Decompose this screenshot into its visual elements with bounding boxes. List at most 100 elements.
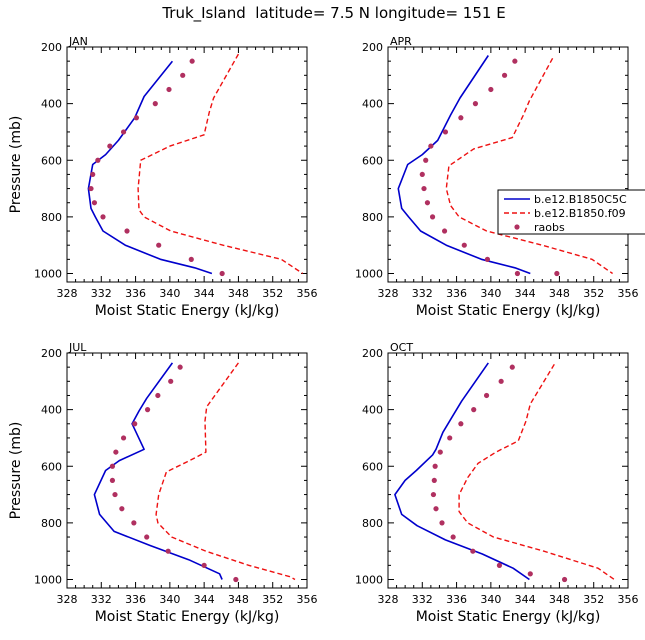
legend-label-raobs: raobs bbox=[534, 221, 565, 234]
jul-b-e12-b1850c5c-line bbox=[93, 362, 223, 580]
oct-raobs-point bbox=[430, 491, 437, 498]
jul-y-tick-label: 400 bbox=[41, 404, 62, 417]
apr-raobs-point bbox=[488, 86, 494, 93]
jul-raobs-point bbox=[165, 548, 171, 554]
oct-raobs-point bbox=[433, 506, 439, 512]
jul-y-tick-label: 800 bbox=[41, 517, 62, 530]
oct-raobs-point bbox=[447, 435, 453, 441]
jul-y-tick-label: 200 bbox=[41, 347, 62, 360]
oct-x-tick-label: 328 bbox=[378, 593, 399, 606]
jul-raobs-point bbox=[112, 491, 118, 498]
jul-x-tick-label: 352 bbox=[262, 593, 283, 606]
jul-raobs-point bbox=[119, 506, 125, 512]
legend: b.e12.B1850C5C b.e12.B1850.f09 raobs bbox=[497, 189, 645, 235]
jan-x-tick-label: 352 bbox=[262, 287, 283, 300]
jan-b-e12-b1850-f09-line bbox=[137, 53, 304, 275]
jul-raobs-point bbox=[144, 407, 151, 413]
jan-raobs-point bbox=[107, 143, 113, 149]
apr-x-tick-label: 348 bbox=[549, 287, 570, 300]
apr-plot-frame bbox=[387, 46, 629, 283]
oct-raobs-point bbox=[561, 576, 568, 583]
jan-x-tick-label: 348 bbox=[228, 287, 249, 300]
apr-x-tick-label: 356 bbox=[618, 287, 639, 300]
jul-y-axis-label: Pressure (mb) bbox=[8, 422, 24, 520]
jul-panel-label: JUL bbox=[68, 341, 87, 354]
apr-b-e12-b1850c5c-line bbox=[397, 55, 531, 275]
jan-x-tick-label: 336 bbox=[125, 287, 146, 300]
apr-raobs-point bbox=[461, 242, 467, 248]
jul-raobs-point bbox=[177, 364, 183, 370]
jul-x-tick-label: 332 bbox=[91, 593, 112, 606]
apr-x-tick-label: 344 bbox=[515, 287, 536, 300]
jul-x-tick-label: 336 bbox=[125, 593, 146, 606]
apr-raobs-point bbox=[512, 58, 518, 64]
jul-raobs-point bbox=[109, 477, 116, 484]
legend-box bbox=[497, 189, 645, 235]
jan-x-tick-label: 340 bbox=[159, 287, 180, 300]
apr-raobs-point bbox=[458, 115, 464, 121]
oct-x-tick-label: 332 bbox=[412, 593, 433, 606]
jul-y-tick-label: 600 bbox=[41, 460, 62, 473]
apr-raobs-point bbox=[424, 200, 431, 206]
jan-raobs-point bbox=[180, 72, 186, 78]
jan-x-tick-label: 344 bbox=[194, 287, 215, 300]
jan-raobs-point bbox=[219, 270, 225, 277]
jan-raobs-point bbox=[152, 101, 158, 107]
apr-raobs-point bbox=[419, 171, 425, 178]
oct-x-axis-label: Moist Static Energy (kJ/kg) bbox=[416, 609, 601, 625]
apr-raobs-point bbox=[421, 185, 427, 192]
jan-raobs-point bbox=[120, 129, 127, 135]
jan-x-axis-label: Moist Static Energy (kJ/kg) bbox=[95, 303, 280, 319]
apr-raobs-point bbox=[428, 143, 434, 149]
jan-y-tick-label: 200 bbox=[41, 41, 62, 54]
apr-x-tick-label: 336 bbox=[446, 287, 467, 300]
apr-raobs-point bbox=[442, 129, 449, 135]
jan-raobs-point bbox=[100, 214, 106, 220]
jul-raobs-point bbox=[233, 576, 239, 583]
oct-x-tick-label: 356 bbox=[618, 593, 639, 606]
oct-panel-label: OCT bbox=[390, 341, 413, 354]
oct-x-tick-label: 336 bbox=[446, 593, 467, 606]
oct-raobs-point bbox=[470, 548, 476, 554]
oct-raobs-point bbox=[498, 378, 504, 384]
oct-raobs-point bbox=[527, 571, 533, 577]
jul-raobs-point bbox=[155, 392, 161, 399]
apr-raobs-point bbox=[484, 256, 491, 262]
apr-y-tick-label: 200 bbox=[362, 41, 383, 54]
jul-raobs-point bbox=[201, 562, 207, 568]
jan-panel-label: JAN bbox=[68, 35, 88, 48]
jan-raobs-point bbox=[95, 157, 101, 163]
apr-y-tick-label: 800 bbox=[362, 211, 383, 224]
panel-oct: 328 332 336 340 344 348 352 356 200 400 600 800 1000… bbox=[355, 341, 639, 625]
oct-x-tick-label: 352 bbox=[583, 593, 604, 606]
jul-x-axis-label: Moist Static Energy (kJ/kg) bbox=[95, 609, 280, 625]
jul-b-e12-b1850-f09-line bbox=[155, 362, 296, 581]
oct-b-e12-b1850-f09-line bbox=[458, 363, 615, 581]
jul-raobs-point bbox=[120, 435, 127, 441]
jan-x-tick-label: 332 bbox=[91, 287, 112, 300]
legend-label-b-e12-b1850-f09: b.e12.B1850.f09 bbox=[534, 207, 626, 220]
panel-jan: 328 332 336 340 344 348 352 356 200 400 600 800 1000… bbox=[8, 35, 318, 319]
jan-y-tick-label: 400 bbox=[41, 98, 62, 111]
legend-label-b-e12-b1850c5c: b.e12.B1850C5C bbox=[534, 193, 627, 206]
jul-raobs-point bbox=[109, 463, 116, 469]
oct-y-tick-label: 400 bbox=[362, 404, 383, 417]
oct-y-tick-label: 800 bbox=[362, 517, 383, 530]
oct-raobs-point bbox=[450, 534, 456, 540]
oct-raobs-point bbox=[458, 421, 464, 427]
apr-raobs-point bbox=[514, 270, 521, 277]
jan-raobs-point bbox=[156, 242, 162, 248]
jan-y-tick-label: 600 bbox=[41, 154, 62, 167]
jul-raobs-point bbox=[132, 421, 138, 427]
apr-raobs-point bbox=[554, 270, 560, 277]
oct-raobs-point bbox=[483, 392, 490, 399]
apr-raobs-point bbox=[429, 214, 436, 220]
oct-x-tick-label: 340 bbox=[480, 593, 501, 606]
jan-raobs-point bbox=[189, 58, 195, 64]
jul-plot-frame bbox=[66, 352, 308, 589]
jul-raobs-point bbox=[144, 534, 150, 540]
jan-y-tick-label: 1000 bbox=[34, 268, 62, 281]
panel-jul: 328 332 336 340 344 348 352 356 200 400 600 800 1000… bbox=[8, 341, 318, 625]
jan-raobs-point bbox=[188, 256, 194, 262]
